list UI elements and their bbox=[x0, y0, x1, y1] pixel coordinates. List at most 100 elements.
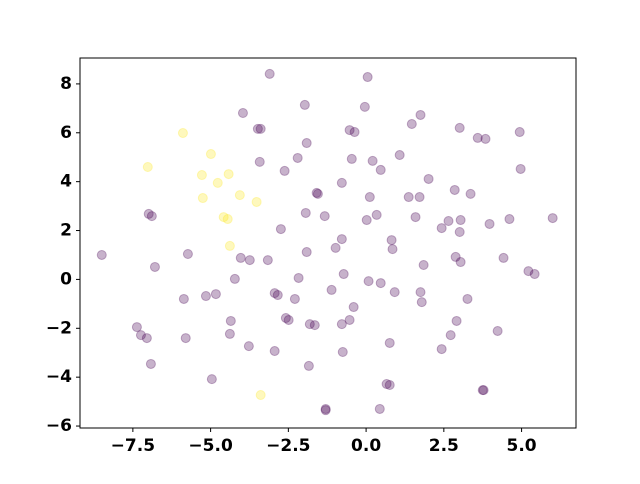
point bbox=[455, 215, 466, 226]
point bbox=[336, 234, 347, 245]
point bbox=[275, 224, 286, 235]
x-tick-label: 0.0 bbox=[351, 436, 381, 456]
point bbox=[480, 133, 491, 144]
point bbox=[146, 211, 157, 222]
point bbox=[381, 379, 392, 390]
point bbox=[484, 218, 495, 229]
point bbox=[449, 184, 460, 195]
point bbox=[375, 278, 386, 289]
point bbox=[280, 313, 291, 324]
point bbox=[348, 302, 359, 313]
y-tick-label: −2 bbox=[46, 318, 72, 338]
point bbox=[336, 319, 347, 330]
point bbox=[269, 346, 280, 357]
point bbox=[415, 109, 426, 120]
point bbox=[523, 266, 534, 277]
point bbox=[336, 177, 347, 188]
point bbox=[344, 314, 355, 325]
x-tick-label: −5.0 bbox=[188, 436, 233, 456]
point bbox=[234, 190, 245, 201]
point bbox=[224, 240, 235, 251]
point bbox=[264, 68, 275, 79]
point bbox=[224, 328, 235, 339]
point bbox=[178, 293, 189, 304]
y-tick-label: 4 bbox=[60, 172, 72, 192]
point bbox=[210, 289, 221, 300]
point bbox=[149, 261, 160, 272]
point bbox=[292, 152, 303, 163]
x-tick-label: −7.5 bbox=[111, 436, 155, 456]
point bbox=[443, 216, 454, 227]
point bbox=[262, 255, 273, 266]
point bbox=[303, 360, 314, 371]
point bbox=[223, 169, 234, 180]
point bbox=[243, 341, 254, 352]
point bbox=[225, 315, 236, 326]
point bbox=[478, 385, 489, 396]
point bbox=[131, 322, 142, 333]
x-tick-label: 2.5 bbox=[429, 436, 459, 456]
point bbox=[254, 156, 265, 167]
y-tick-label: 6 bbox=[60, 123, 72, 143]
point bbox=[206, 374, 217, 385]
point bbox=[330, 242, 341, 253]
point bbox=[375, 164, 386, 175]
point bbox=[529, 269, 540, 280]
point bbox=[197, 193, 208, 204]
point bbox=[504, 214, 515, 225]
point bbox=[359, 101, 370, 112]
point bbox=[423, 173, 434, 184]
point bbox=[498, 252, 509, 263]
point bbox=[301, 247, 312, 258]
point bbox=[515, 163, 526, 174]
point bbox=[251, 196, 262, 207]
point bbox=[387, 244, 398, 255]
point bbox=[367, 155, 378, 166]
point bbox=[362, 72, 373, 83]
plot-frame bbox=[79, 57, 577, 429]
point bbox=[299, 99, 310, 110]
point bbox=[235, 252, 246, 263]
point bbox=[300, 207, 311, 218]
point bbox=[349, 127, 360, 138]
point bbox=[212, 177, 223, 188]
point bbox=[182, 248, 193, 259]
point bbox=[177, 128, 188, 139]
point bbox=[320, 403, 331, 414]
point bbox=[218, 212, 229, 223]
point bbox=[363, 276, 374, 287]
point bbox=[142, 161, 153, 172]
point bbox=[492, 325, 503, 336]
point bbox=[252, 123, 263, 134]
point bbox=[514, 127, 525, 138]
point bbox=[180, 333, 191, 344]
point bbox=[445, 330, 456, 341]
point bbox=[311, 187, 322, 198]
point bbox=[462, 293, 473, 304]
point bbox=[222, 214, 233, 225]
point bbox=[547, 213, 558, 224]
point bbox=[403, 192, 414, 203]
point bbox=[319, 211, 330, 222]
point bbox=[436, 223, 447, 234]
y-tick-label: 0 bbox=[60, 269, 72, 289]
y-tick-label: 8 bbox=[60, 74, 72, 94]
point bbox=[255, 390, 266, 401]
point bbox=[145, 358, 156, 369]
point bbox=[374, 403, 385, 414]
point bbox=[410, 212, 421, 223]
point bbox=[200, 291, 211, 302]
point bbox=[361, 215, 372, 226]
point bbox=[418, 259, 429, 270]
point bbox=[344, 125, 355, 136]
point bbox=[450, 251, 461, 262]
point bbox=[346, 153, 357, 164]
point bbox=[283, 314, 294, 325]
point bbox=[455, 257, 466, 268]
x-tick-label: 5.0 bbox=[507, 436, 537, 456]
point bbox=[415, 287, 426, 298]
point bbox=[301, 138, 312, 149]
x-tick-label: −2.5 bbox=[266, 436, 310, 456]
point bbox=[272, 290, 283, 301]
